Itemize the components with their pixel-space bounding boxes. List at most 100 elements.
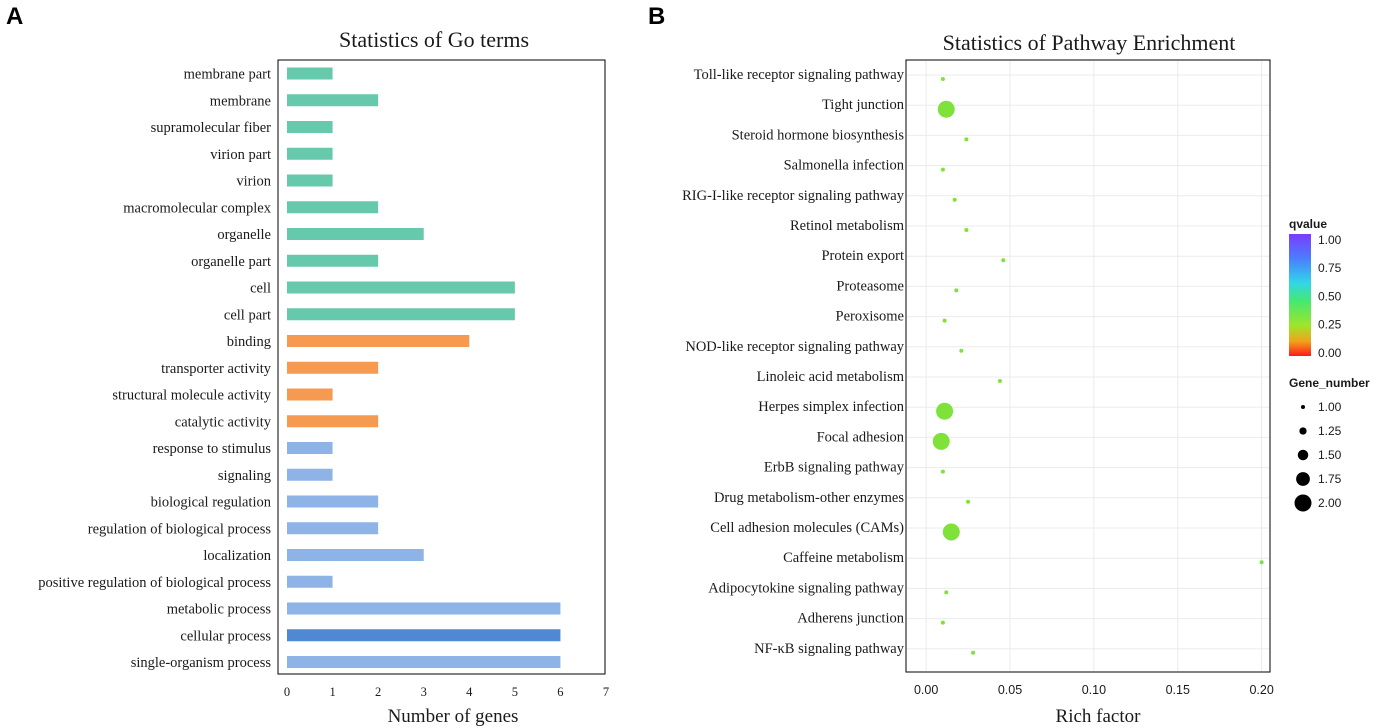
qvalue-tick-label: 0.25 <box>1318 318 1342 332</box>
data-point <box>964 137 969 142</box>
category-label: RIG-I-like receptor signaling pathway <box>682 188 905 204</box>
chart-title: Statistics of Go terms <box>339 27 529 52</box>
qvalue-legend-title: qvalue <box>1289 217 1327 231</box>
data-point <box>940 620 945 625</box>
x-tick-labels: 0.00 0.05 0.10 0.15 0.20 <box>914 683 1274 697</box>
category-label: Herpes simplex infection <box>758 399 905 415</box>
bar <box>287 281 515 294</box>
qvalue-tick-label: 1.00 <box>1318 233 1342 247</box>
category-label: organelle part <box>191 254 271 270</box>
panel-label-b: B <box>648 3 665 30</box>
gene-number-key-label: 1.75 <box>1318 472 1342 486</box>
data-point <box>952 197 957 202</box>
category-label: catalytic activity <box>175 414 272 430</box>
x-tick-label: 5 <box>512 685 518 699</box>
qvalue-tick-label: 0.75 <box>1318 261 1342 275</box>
legend: qvalue 1.000.750.500.250.00 Gene_number … <box>1289 217 1370 512</box>
category-label: response to stimulus <box>153 441 272 457</box>
bar <box>287 201 379 214</box>
gene-number-key-label: 1.25 <box>1318 424 1342 438</box>
category-label: Retinol metabolism <box>790 218 905 234</box>
bar <box>287 522 379 535</box>
bar <box>287 361 379 374</box>
data-point <box>959 348 964 353</box>
category-label: Focal adhesion <box>817 429 905 445</box>
bar <box>287 147 333 160</box>
data-point <box>964 228 969 232</box>
data-point <box>966 499 971 504</box>
category-label: Adherens junction <box>797 611 904 627</box>
data-point <box>954 288 959 293</box>
data-point <box>932 432 950 450</box>
category-label: virion part <box>210 147 271 163</box>
category-label: positive regulation of biological proces… <box>38 575 271 591</box>
gene-number-key-label: 1.50 <box>1318 448 1342 462</box>
x-axis-title: Rich factor <box>1056 706 1142 727</box>
data-point <box>942 523 960 541</box>
category-label: Steroid hormone biosynthesis <box>732 127 905 143</box>
chart-title: Statistics of Pathway Enrichment <box>943 30 1236 55</box>
data-point <box>1001 258 1006 263</box>
gene-number-key-label: 1.00 <box>1318 400 1342 414</box>
bar <box>287 602 561 615</box>
bar <box>287 468 333 481</box>
category-label: Cell adhesion molecules (CAMs) <box>710 520 904 536</box>
x-tick-label: 0.10 <box>1082 683 1106 697</box>
category-label: structural molecule activity <box>112 388 271 404</box>
gene-number-key <box>1296 472 1310 486</box>
point-group <box>932 77 1264 655</box>
gene-number-key <box>1297 449 1309 461</box>
data-point <box>971 650 976 655</box>
data-point <box>936 402 954 420</box>
category-label: membrane <box>210 93 271 109</box>
go-terms-chart: A Statistics of Go terms membrane partme… <box>6 3 609 727</box>
category-label: NOD-like receptor signaling pathway <box>685 339 904 355</box>
pathway-enrichment-chart: B Statistics of Pathway Enrichment Toll-… <box>648 3 1370 727</box>
bar <box>287 335 470 347</box>
category-label: regulation of biological process <box>88 521 272 537</box>
category-label: Drug metabolism-other enzymes <box>714 490 904 506</box>
gene-number-key <box>1301 405 1305 409</box>
bar <box>287 67 333 80</box>
bar <box>287 549 424 561</box>
bar <box>287 121 333 133</box>
category-label: cellular process <box>180 628 271 644</box>
category-label: Salmonella infection <box>784 158 905 174</box>
category-label: supramolecular fiber <box>151 120 272 136</box>
x-tick-label: 4 <box>466 685 473 699</box>
data-point <box>942 318 947 323</box>
category-label: ErbB signaling pathway <box>764 460 905 476</box>
x-tick-label: 6 <box>557 685 563 699</box>
category-label: membrane part <box>184 67 271 83</box>
qvalue-tick-labels: 1.00 0.75 0.50 0.25 0.00 <box>1318 233 1342 360</box>
gene-number-keys: 1.00 1.25 1.50 1.75 2.00 <box>1294 400 1342 512</box>
data-point <box>1259 560 1264 565</box>
category-labels: membrane part membrane supramolecular fibe… <box>38 67 272 672</box>
category-label: Peroxisome <box>836 309 904 325</box>
category-labels: Toll-like receptor signaling pathway Tigh… <box>682 67 905 657</box>
x-tick-label: 0.15 <box>1166 683 1190 697</box>
category-label: localization <box>203 548 271 564</box>
bar <box>287 228 424 240</box>
bar <box>287 495 379 508</box>
data-point <box>940 77 945 81</box>
qvalue-tick-label: 0.50 <box>1318 289 1342 303</box>
category-label: biological regulation <box>151 495 272 511</box>
gene-number-key <box>1299 427 1307 435</box>
category-label: Protein export <box>821 248 904 264</box>
category-label: Tight junction <box>822 97 905 113</box>
bar <box>287 629 561 642</box>
x-tick-labels: 0 1 2 3 4 5 6 7 <box>284 685 609 699</box>
category-label: Toll-like receptor signaling pathway <box>694 67 905 83</box>
data-point <box>940 167 945 172</box>
data-point <box>937 100 955 118</box>
gene-number-key <box>1294 494 1312 512</box>
bar <box>287 575 333 588</box>
qvalue-tick-label: 0.00 <box>1318 346 1342 360</box>
x-tick-label: 0.05 <box>998 683 1022 697</box>
bar <box>287 656 561 668</box>
bar <box>287 174 333 187</box>
x-tick-label: 3 <box>421 685 427 699</box>
x-axis-title: Number of genes <box>388 706 519 727</box>
